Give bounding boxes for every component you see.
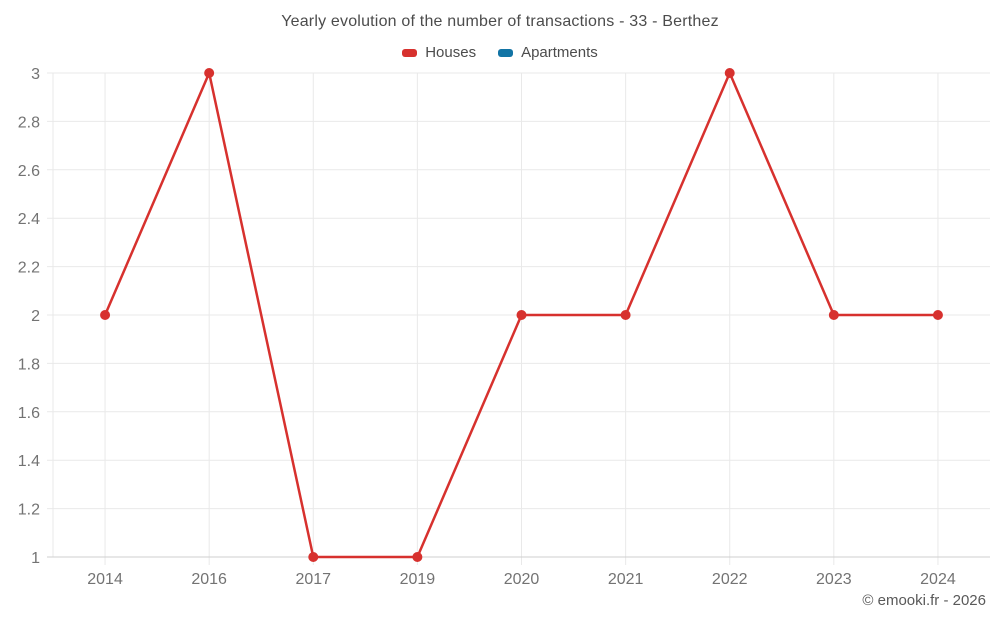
houses-data-point[interactable]: [932, 310, 943, 320]
x-tick-label: 2014: [87, 571, 123, 588]
legend-item-houses[interactable]: Houses: [402, 44, 476, 61]
houses-data-point[interactable]: [620, 310, 631, 320]
y-tick-label: 2: [31, 308, 40, 325]
y-tick-label: 2.4: [18, 211, 40, 228]
x-tick-label: 2022: [712, 571, 748, 588]
houses-data-point[interactable]: [308, 552, 319, 562]
y-tick-label: 1.2: [18, 502, 40, 519]
y-tick-label: 1.4: [18, 453, 40, 470]
x-tick-label: 2019: [400, 571, 436, 588]
houses-data-point[interactable]: [204, 68, 215, 78]
y-tick-label: 2.8: [18, 114, 40, 131]
y-tick-label: 1.6: [18, 405, 40, 422]
x-tick-label: 2024: [920, 571, 956, 588]
x-tick-label: 2016: [191, 571, 227, 588]
apartments-legend-label: Apartments: [521, 44, 598, 61]
houses-data-point[interactable]: [828, 310, 839, 320]
legend-item-apartments[interactable]: Apartments: [498, 44, 598, 61]
houses-data-point[interactable]: [412, 552, 423, 562]
y-tick-label: 1.8: [18, 356, 40, 373]
y-tick-label: 3: [31, 66, 40, 83]
houses-legend-label: Houses: [425, 44, 477, 61]
x-tick-label: 2023: [816, 571, 852, 588]
chart-legend: Houses Apartments: [0, 44, 1000, 61]
y-tick-label: 1: [31, 550, 40, 567]
y-tick-label: 2.2: [18, 260, 40, 277]
x-tick-label: 2021: [608, 571, 644, 588]
y-tick-label: 2.6: [18, 163, 40, 180]
houses-data-point[interactable]: [724, 68, 735, 78]
houses-data-point[interactable]: [516, 310, 527, 320]
apartments-legend-swatch: [498, 48, 514, 57]
x-tick-label: 2017: [295, 571, 331, 588]
houses-legend-swatch: [402, 48, 418, 57]
copyright-text: © emooki.fr - 2026: [862, 592, 986, 609]
houses-data-point[interactable]: [100, 310, 111, 320]
chart-title: Yearly evolution of the number of transa…: [281, 13, 719, 30]
x-tick-label: 2020: [504, 571, 540, 588]
